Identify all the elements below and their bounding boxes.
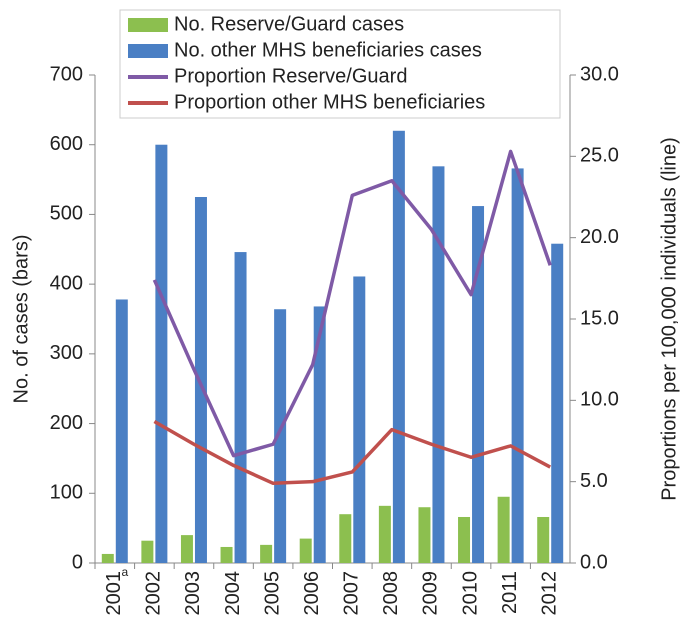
legend-label: No. other MHS beneficiaries cases bbox=[174, 39, 482, 61]
bar bbox=[220, 546, 233, 563]
bar bbox=[472, 206, 485, 563]
x-tick-label: 2001 bbox=[103, 571, 125, 616]
y-tick-label: 500 bbox=[50, 203, 83, 225]
bar bbox=[378, 505, 391, 563]
bar bbox=[339, 514, 352, 563]
x-tick-label: 2007 bbox=[341, 571, 363, 616]
line bbox=[153, 419, 552, 486]
bar bbox=[313, 306, 326, 563]
y-tick-label: 300 bbox=[50, 342, 83, 364]
x-tick-label: 2002 bbox=[143, 571, 165, 616]
x-tick-label: 2009 bbox=[420, 571, 442, 616]
bar bbox=[115, 299, 128, 563]
y-tick-label: 700 bbox=[50, 63, 83, 85]
legend-swatch bbox=[128, 44, 168, 58]
bar bbox=[392, 130, 405, 563]
x-tick-label: 2005 bbox=[261, 571, 283, 616]
bar bbox=[274, 309, 287, 563]
bar bbox=[299, 538, 312, 563]
y2-tick-label: 0.0 bbox=[580, 551, 608, 573]
legend-label: Proportion Reserve/Guard bbox=[174, 65, 407, 87]
y-tick-label: 0 bbox=[72, 551, 83, 573]
y-tick-label: 600 bbox=[50, 133, 83, 155]
y2-tick-label: 10.0 bbox=[580, 389, 619, 411]
bar bbox=[432, 166, 445, 563]
y-tick-label: 200 bbox=[50, 412, 83, 434]
x-tick-label: 2003 bbox=[182, 571, 204, 616]
y2-tick-label: 5.0 bbox=[580, 470, 608, 492]
legend-label: Proportion other MHS beneficiaries bbox=[174, 91, 485, 113]
legend-swatch bbox=[128, 18, 168, 32]
y2-tick-label: 30.0 bbox=[580, 63, 619, 85]
y2-tick-label: 15.0 bbox=[580, 307, 619, 329]
bar bbox=[551, 243, 564, 564]
legend-label: No. Reserve/Guard cases bbox=[174, 13, 404, 35]
bar bbox=[458, 516, 471, 563]
bar bbox=[155, 144, 168, 563]
bar bbox=[101, 553, 114, 563]
y-tick-label: 100 bbox=[50, 482, 83, 504]
x-tick-label: 2010 bbox=[459, 571, 481, 616]
y2-tick-label: 25.0 bbox=[580, 145, 619, 167]
bar bbox=[194, 197, 207, 563]
y2-axis-label: Proportions per 100,000 individuals (lin… bbox=[658, 137, 680, 501]
y-axis-label: No. of cases (bars) bbox=[10, 235, 32, 404]
bar bbox=[353, 276, 366, 563]
x-tick-label: 2004 bbox=[222, 571, 244, 616]
x-tick-label: 2011 bbox=[499, 571, 521, 614]
line bbox=[152, 149, 552, 458]
y2-tick-label: 20.0 bbox=[580, 226, 619, 248]
bar bbox=[234, 252, 247, 563]
legend-box bbox=[119, 9, 561, 119]
x-tick-label: 2012 bbox=[538, 571, 560, 616]
annotation: a bbox=[121, 565, 128, 579]
bar bbox=[180, 535, 193, 563]
bar bbox=[141, 540, 154, 563]
bar bbox=[497, 496, 510, 563]
bar bbox=[418, 507, 431, 563]
bar bbox=[511, 168, 524, 563]
bar bbox=[537, 516, 550, 563]
x-tick-label: 2008 bbox=[380, 571, 402, 616]
x-tick-label: 2006 bbox=[301, 571, 323, 616]
bar bbox=[260, 544, 273, 563]
y-tick-label: 400 bbox=[50, 272, 83, 294]
